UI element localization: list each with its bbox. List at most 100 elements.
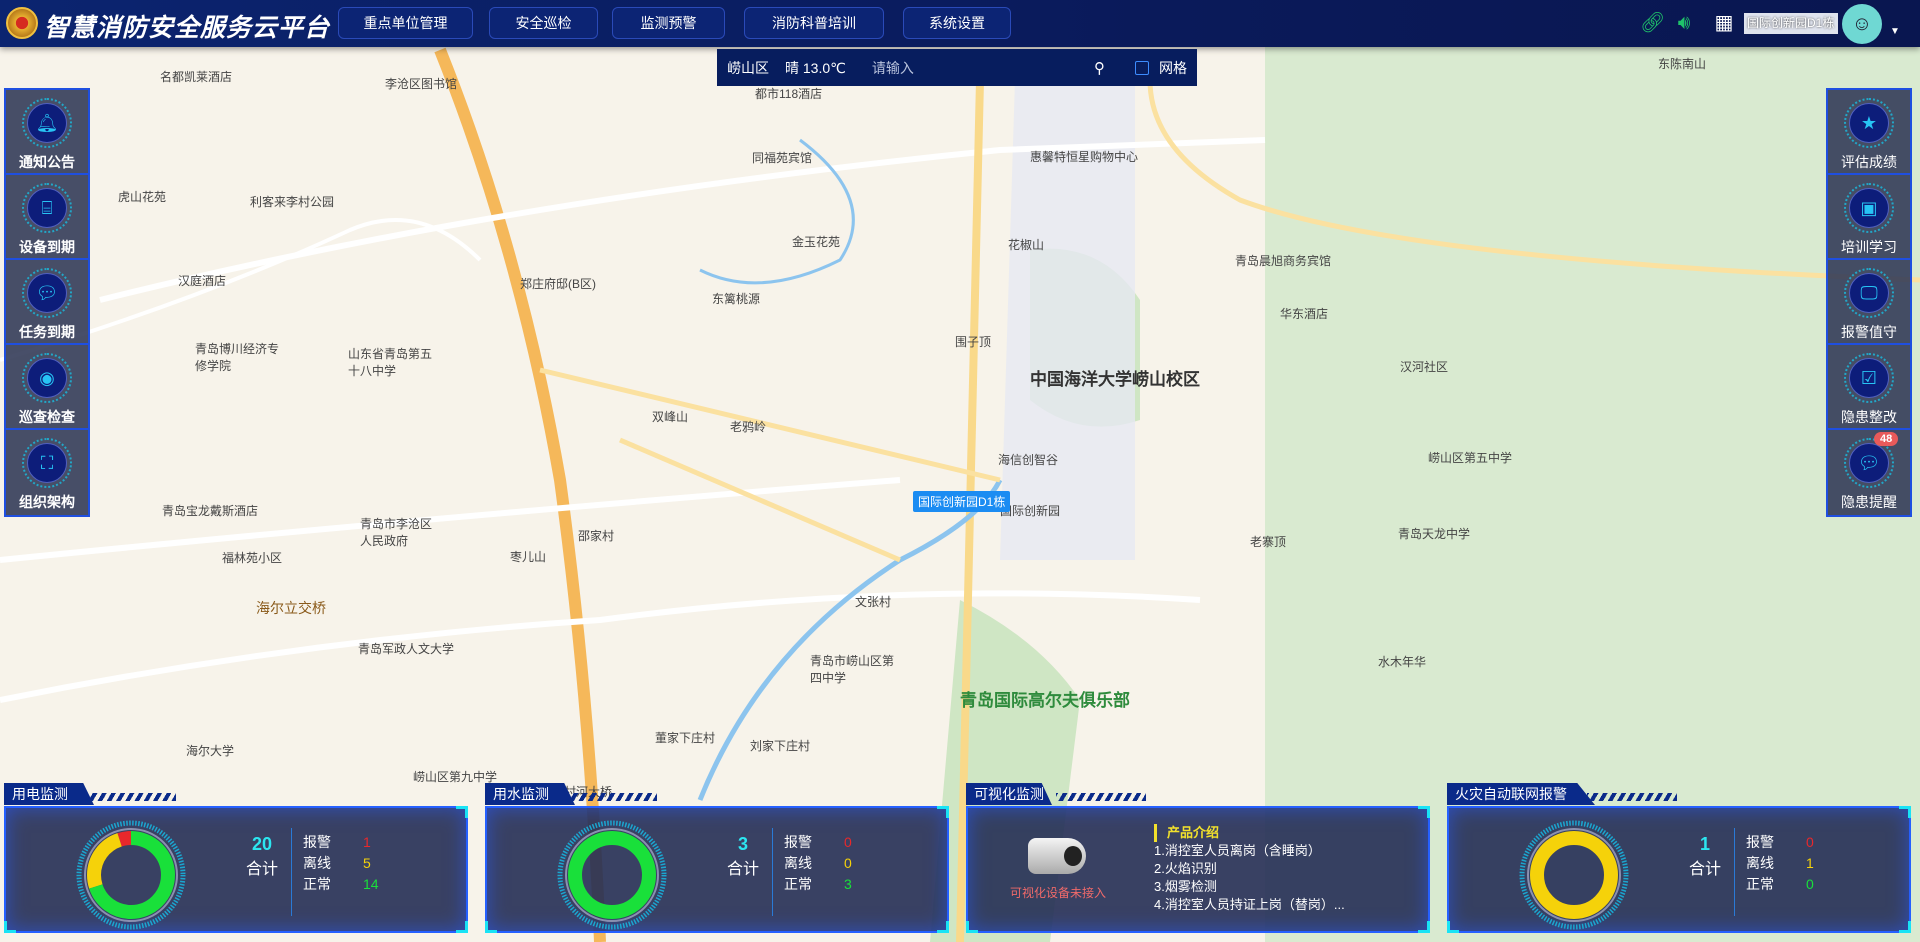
- panel-title: 可视化监测: [966, 783, 1052, 805]
- stat-row: 正常 14: [303, 874, 379, 895]
- map-label: 青岛博川经济专修学院: [195, 342, 280, 373]
- fire-badge-logo: [6, 7, 38, 39]
- map-label: 金玉花苑: [792, 235, 841, 249]
- map-label: 山东省青岛第五十八中学: [348, 347, 433, 378]
- org-chart-icon: ⛶: [27, 443, 67, 483]
- map-label-campus: 中国海洋大学崂山校区: [1030, 370, 1200, 389]
- sidebar-item-hazard-remind[interactable]: 💬︎ 48 隐患提醒: [1828, 430, 1910, 515]
- product-intro: 产品介绍 1.消控室人员离岗（含睡岗） 2.火焰识别 3.烟雾检测 4.消控室人…: [1154, 824, 1345, 914]
- sidebar-item-patrol-check[interactable]: ◉ 巡查检查: [6, 345, 88, 430]
- donut-outer-ring: [84, 828, 178, 922]
- bookmark-star-icon: ★: [1849, 103, 1889, 143]
- donut-tick-ring: [557, 820, 667, 930]
- status-donut: [76, 820, 186, 930]
- avatar[interactable]: ☺: [1842, 4, 1882, 44]
- corner-decoration: [937, 921, 949, 933]
- intro-item: 1.消控室人员离岗（含睡岗）: [1154, 843, 1321, 858]
- map-label: 海信创智谷: [998, 453, 1059, 467]
- map-label: 邵家村: [578, 529, 615, 543]
- status-donut: [557, 820, 667, 930]
- sound-icon[interactable]: 🔊︎: [1677, 12, 1691, 34]
- map-label: 名都凯莱酒店: [160, 70, 233, 84]
- corner-decoration: [456, 921, 468, 933]
- map-label: 汉庭酒店: [178, 274, 227, 288]
- map-label: 刘家下庄村: [750, 739, 811, 753]
- map-label: 海尔立交桥: [256, 600, 326, 616]
- panel-fire-alarm: 火灾自动联网报警 1 合计 报警 0 离线 1 正常 0: [1447, 783, 1911, 933]
- stripe-decoration: [567, 793, 657, 801]
- stat-value: 0: [1806, 876, 1814, 892]
- stat-row: 离线 5: [303, 853, 379, 874]
- sidebar-item-hazard-fix[interactable]: ☑ 隐患整改: [1828, 345, 1910, 430]
- panel-title: 火灾自动联网报警: [1447, 783, 1595, 805]
- panel-title: 用水监测: [485, 783, 575, 805]
- stat-value: 1: [1806, 855, 1814, 871]
- app-title: 智慧消防安全服务云平台: [44, 14, 331, 42]
- stat-label: 离线: [784, 855, 812, 871]
- sidebar-item-label: 隐患整改: [1841, 409, 1897, 425]
- intro-item: 3.烟雾检测: [1154, 879, 1217, 894]
- sidebar-item-label: 培训学习: [1841, 239, 1897, 255]
- sidebar-item-device-expiry[interactable]: ⌸ 设备到期: [6, 175, 88, 260]
- map-label: 崂山区第五中学: [1428, 451, 1513, 465]
- teacher-board-icon: ▣: [1849, 188, 1889, 228]
- stat-label: 报警: [303, 834, 331, 850]
- stat-value: 3: [844, 876, 852, 892]
- search-input[interactable]: [871, 59, 1072, 76]
- panel-video: 可视化监测 可视化设备未接入 产品介绍 1.消控室人员离岗（含睡岗） 2.火焰识…: [966, 783, 1430, 933]
- sidebar-item-training[interactable]: ▣ 培训学习: [1828, 175, 1910, 260]
- stat-label: 正常: [1746, 876, 1774, 892]
- bell-icon: 🔔︎: [27, 103, 67, 143]
- nav-key-units[interactable]: 重点单位管理: [338, 7, 473, 39]
- grid-checkbox[interactable]: [1135, 60, 1149, 75]
- intro-item: 2.火焰识别: [1154, 861, 1217, 876]
- map-label: 水木年华: [1378, 655, 1427, 669]
- chat-icon: 💬︎: [27, 273, 67, 313]
- sidebar-item-label: 报警值守: [1841, 324, 1897, 340]
- sidebar-item-task-expiry[interactable]: 💬︎ 任务到期: [6, 260, 88, 345]
- sidebar-item-org-structure[interactable]: ⛶ 组织架构: [6, 430, 88, 515]
- router-icon: ⌸: [27, 188, 67, 228]
- qrcode-icon[interactable]: ▦: [1714, 12, 1734, 34]
- map-label: 董家下庄村: [655, 731, 716, 745]
- donut-segment: [568, 831, 656, 919]
- stat-row: 离线 1: [1746, 853, 1814, 874]
- map-label-golf: 青岛国际高尔夫俱乐部: [960, 691, 1130, 710]
- nav-safety-patrol[interactable]: 安全巡检: [489, 7, 598, 39]
- search-icon[interactable]: ⚲: [1094, 59, 1105, 77]
- intro-item[interactable]: 4.消控室人员持证上岗（替岗）...: [1154, 897, 1345, 912]
- sidebar-item-alarm-duty[interactable]: 🖵︎ 报警值守: [1828, 260, 1910, 345]
- map-label: 花椒山: [1008, 238, 1045, 252]
- corner-decoration: [966, 921, 978, 933]
- sidebar-item-label: 巡查检查: [19, 409, 75, 425]
- link-icon[interactable]: 🔗︎: [1640, 12, 1666, 34]
- map-label: 东篱桃源: [712, 292, 761, 306]
- divider: [1734, 828, 1735, 916]
- camera-icon: [1028, 838, 1086, 874]
- map-label: 老鸦岭: [730, 420, 767, 434]
- map-label: 青岛军政人文大学: [358, 642, 455, 656]
- stat-row: 报警 0: [784, 832, 852, 853]
- corner-decoration: [485, 921, 497, 933]
- chevron-down-icon[interactable]: ▼: [1890, 26, 1900, 37]
- sidebar-item-notice[interactable]: 🔔︎ 通知公告: [6, 90, 88, 175]
- total-label: 合计: [1688, 861, 1721, 878]
- location-marker[interactable]: 国际创新园D1栋: [913, 491, 1011, 512]
- stat-label: 离线: [1746, 855, 1774, 871]
- donut-tick-ring: [1519, 820, 1629, 930]
- search-bar: 崂山区 晴 13.0℃ ⚲ 网格: [717, 49, 1197, 86]
- left-sidebar: 🔔︎ 通知公告 ⌸ 设备到期 💬︎ 任务到期 ◉ 巡查检查 ⛶ 组织架构: [4, 88, 90, 517]
- map-label: 青岛市李沧区人民政府: [360, 517, 433, 548]
- sidebar-item-evaluation[interactable]: ★ 评估成绩: [1828, 90, 1910, 175]
- nav-fire-training[interactable]: 消防科普培训: [744, 7, 884, 39]
- nav-system-settings[interactable]: 系统设置: [903, 7, 1011, 39]
- total-label: 合计: [245, 861, 278, 878]
- monitor-icon: 🖵︎: [1849, 273, 1889, 313]
- sidebar-item-label: 评估成绩: [1841, 154, 1897, 170]
- donut-outer-ring: [1527, 828, 1621, 922]
- donut-segment: [87, 831, 175, 919]
- nav-monitor-warning[interactable]: 监测预警: [612, 7, 725, 39]
- stat-label: 报警: [784, 834, 812, 850]
- stat-row: 报警 1: [303, 832, 379, 853]
- corner-decoration: [1418, 806, 1430, 818]
